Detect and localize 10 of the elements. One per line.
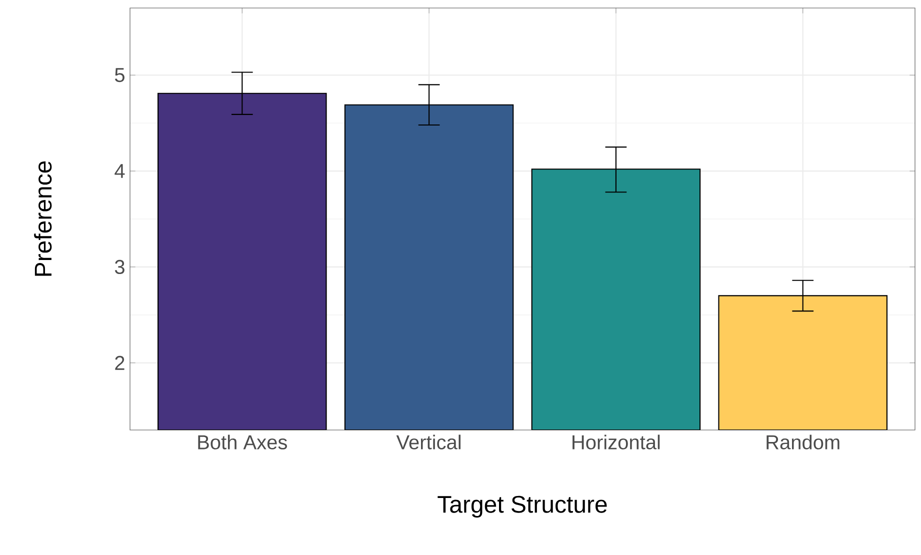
y-tick-label: 5 <box>114 68 124 82</box>
y-tick-label: 3 <box>114 260 124 274</box>
x-tick-label: Random <box>766 434 840 450</box>
x-tick-label: Horizontal <box>572 434 660 450</box>
x-tick-label: Both Axes <box>198 434 287 450</box>
x-axis-title: Target Structure <box>438 496 607 518</box>
y-tick-label: 2 <box>115 356 124 370</box>
y-axis-title: Preference <box>34 161 52 276</box>
x-tick-label: Vertical <box>396 434 460 450</box>
y-tick-label: 4 <box>114 164 125 178</box>
